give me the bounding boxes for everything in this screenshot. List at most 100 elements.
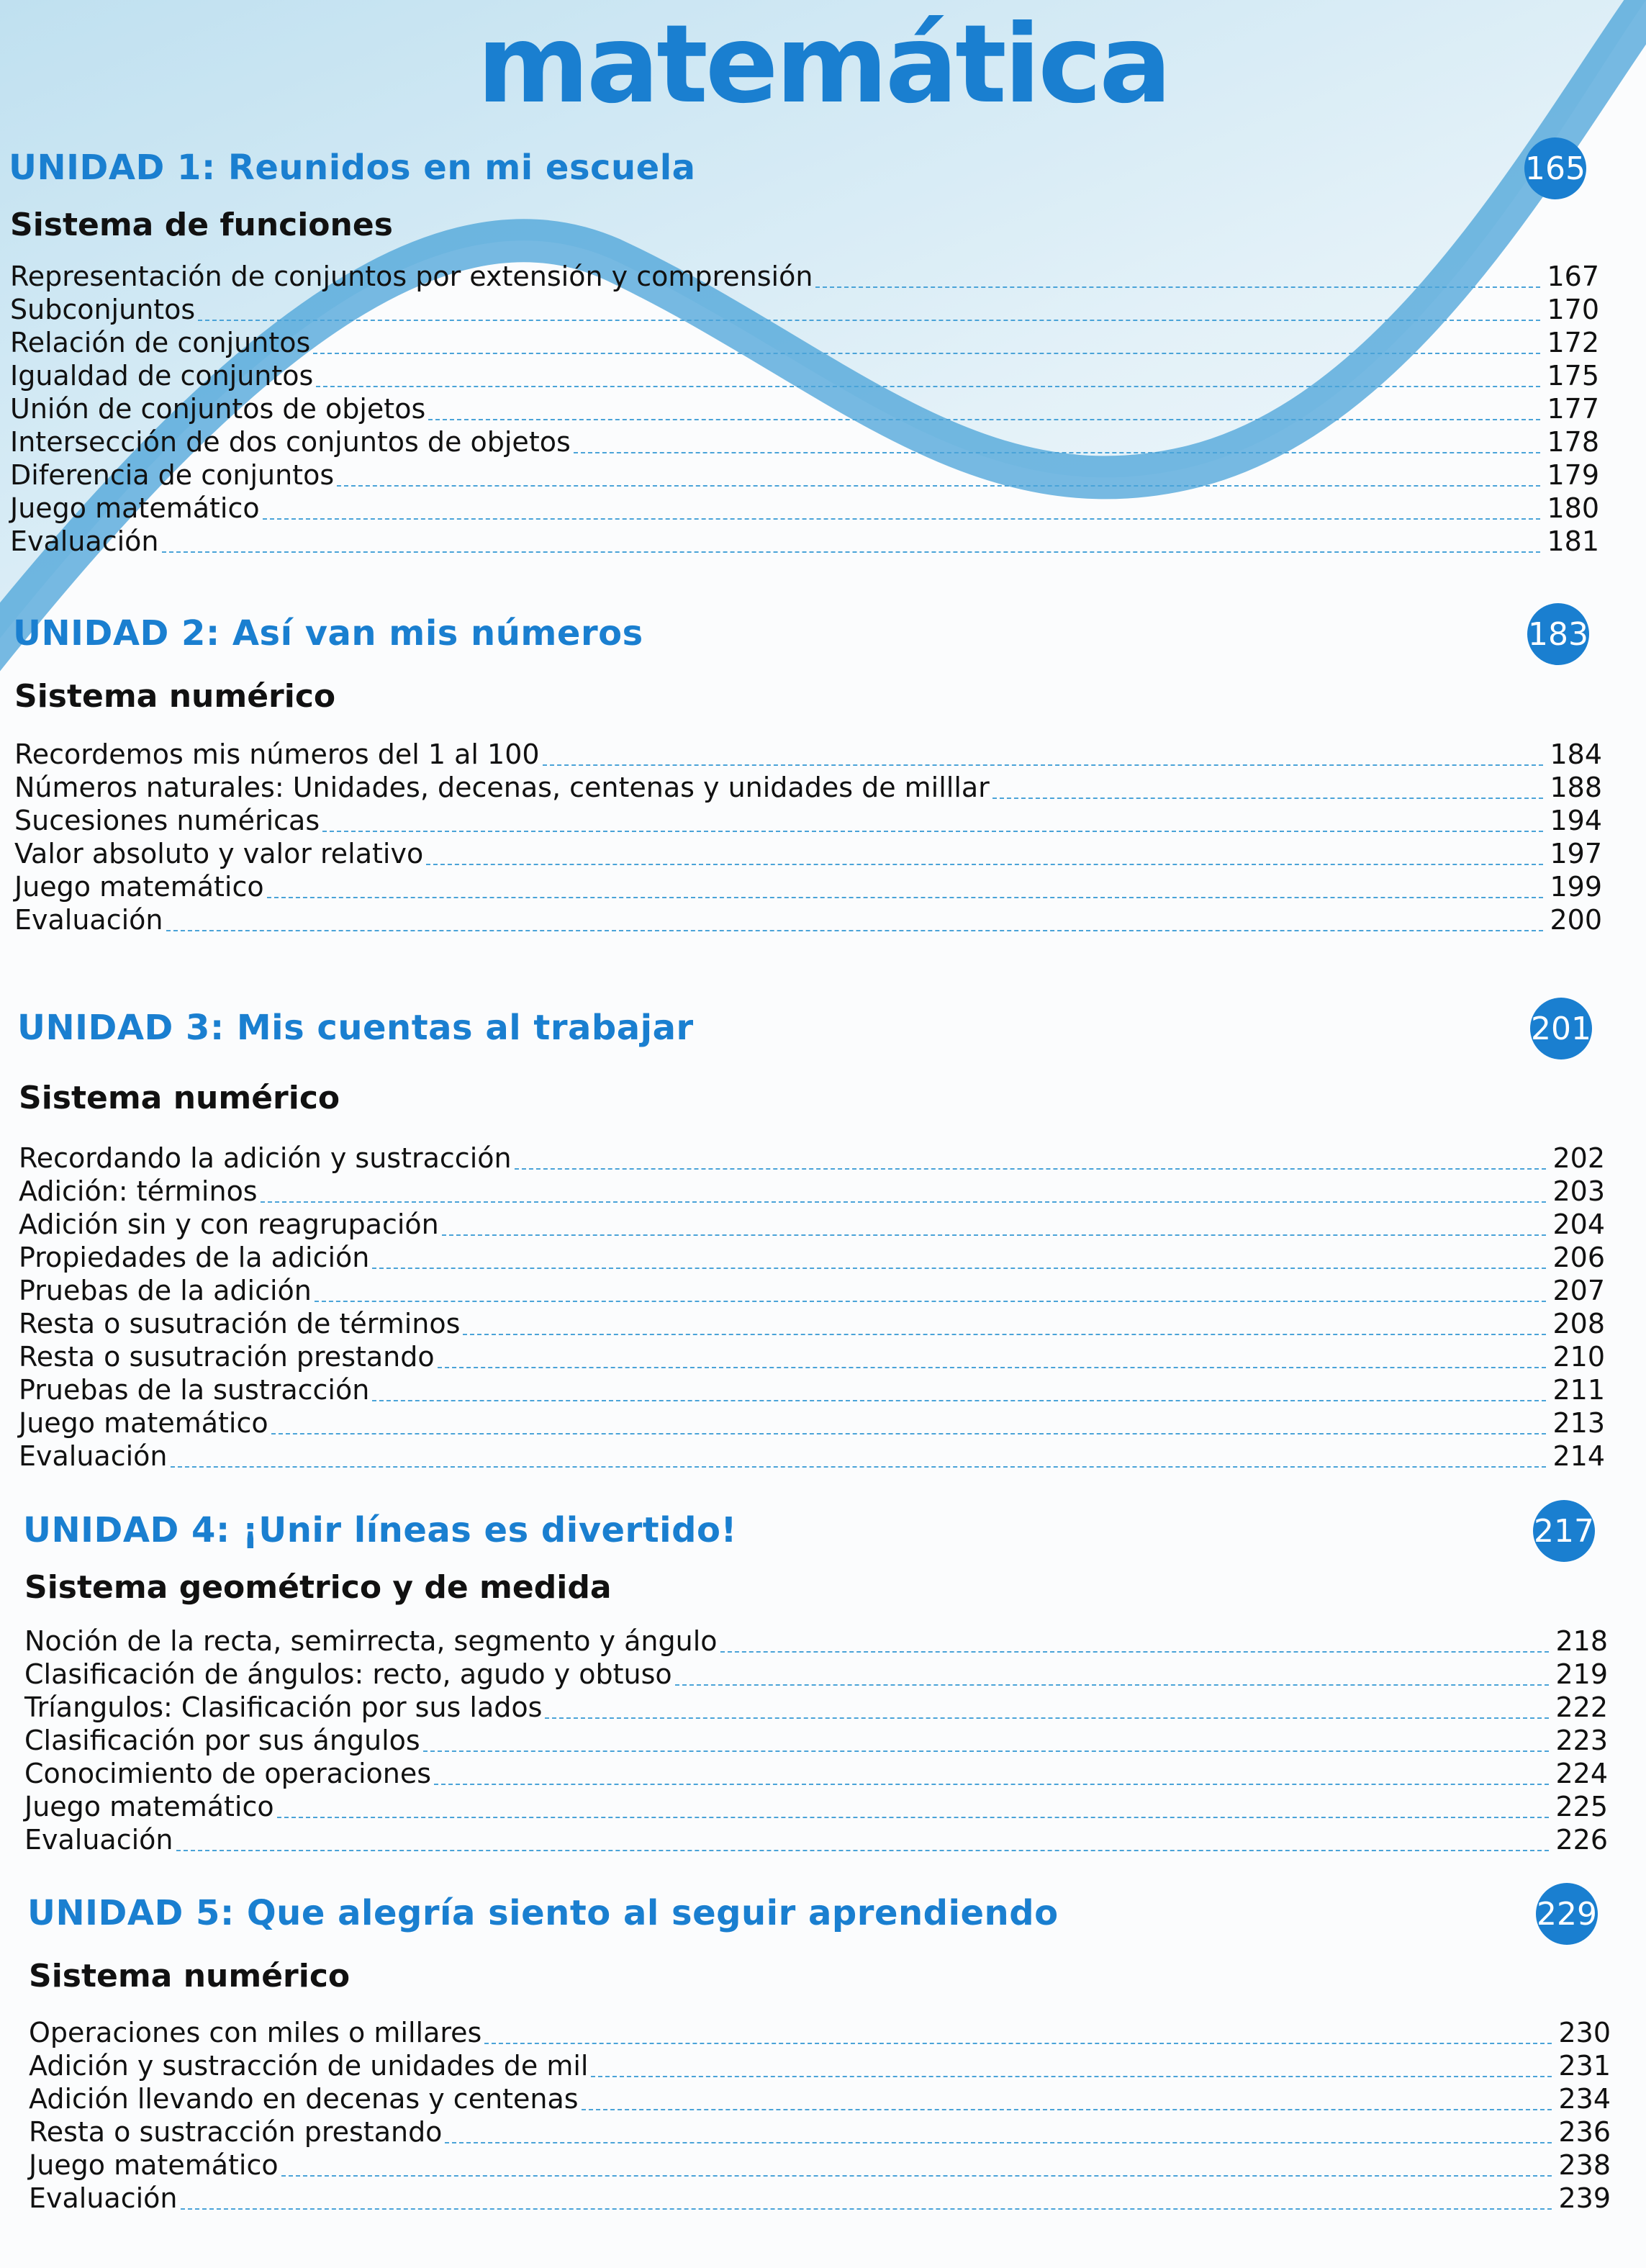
toc-entry-label: Evaluación: [29, 2182, 178, 2214]
dotted-leader: [992, 798, 1543, 799]
toc-entry[interactable]: Adición y sustracción de unidades de mil…: [29, 2048, 1611, 2082]
toc-entry-page: 178: [1547, 426, 1599, 458]
toc-entry-page: 210: [1552, 1341, 1605, 1373]
toc-entry-label: Resta o susutración prestando: [19, 1341, 435, 1373]
dotted-leader: [591, 2076, 1552, 2077]
toc-entry-label: Resta o susutración de términos: [19, 1308, 461, 1339]
toc-entry[interactable]: Adición: términos 203: [19, 1174, 1605, 1207]
toc-entry[interactable]: Juego matemático 225: [24, 1789, 1608, 1822]
dotted-leader: [437, 1367, 1546, 1368]
dotted-leader: [337, 485, 1540, 487]
toc-entry-page: 236: [1558, 2116, 1611, 2148]
toc-entry[interactable]: Adición llevando en decenas y centenas 23…: [29, 2082, 1611, 2115]
toc-entry-label: Propiedades de la adición: [19, 1242, 370, 1273]
dotted-leader: [372, 1400, 1546, 1401]
toc-entry[interactable]: Representación de conjuntos por extensió…: [10, 259, 1599, 292]
page-number-badge: 229: [1536, 1883, 1598, 1945]
toc-entry[interactable]: Intersección de dos conjuntos de objetos…: [10, 425, 1599, 458]
toc-entry[interactable]: Tríangulos: Clasificación por sus lados 2…: [24, 1690, 1608, 1723]
dotted-leader: [434, 1784, 1549, 1785]
toc-entry-page: 179: [1547, 459, 1599, 491]
dotted-leader: [542, 764, 1543, 766]
dotted-leader: [322, 831, 1543, 832]
toc-entry-page: 181: [1547, 525, 1599, 557]
dotted-leader: [441, 1234, 1546, 1236]
toc-entry-label: Clasificación de ángulos: recto, agudo y…: [24, 1658, 672, 1690]
toc-entry-label: Valor absoluto y valor relativo: [14, 838, 424, 869]
toc-entry[interactable]: Resta o susutración de términos 208: [19, 1306, 1605, 1339]
toc-entry-label: Resta o sustracción prestando: [29, 2116, 443, 2148]
dotted-leader: [198, 320, 1540, 321]
toc-entry[interactable]: Juego matemático 238: [29, 2148, 1611, 2181]
toc-entry[interactable]: Conocimiento de operaciones 224: [24, 1756, 1608, 1789]
unit-heading: UNIDAD 1: Reunidos en mi escuela: [9, 148, 696, 188]
unit-subtitle: Sistema de funciones: [10, 207, 393, 243]
toc-entry[interactable]: Unión de conjuntos de objetos 177: [10, 392, 1599, 425]
toc-entry[interactable]: Adición sin y con reagrupación 204: [19, 1207, 1605, 1240]
toc-entry[interactable]: Relación de conjuntos 172: [10, 325, 1599, 358]
toc-entry[interactable]: Sucesiones numéricas 194: [14, 803, 1602, 836]
dotted-leader: [484, 2043, 1552, 2044]
unit-subtitle: Sistema numérico: [14, 678, 336, 715]
toc-entry-label: Juego matemático: [19, 1407, 268, 1439]
toc-entry-label: Subconjuntos: [10, 294, 196, 325]
dotted-leader: [262, 518, 1540, 520]
unit-subtitle: Sistema numérico: [29, 1958, 351, 1994]
toc-entry[interactable]: Propiedades de la adición 206: [19, 1240, 1605, 1273]
toc-entry-page: 230: [1558, 2017, 1611, 2048]
unit-heading: UNIDAD 3: Mis cuentas al trabajar: [17, 1008, 694, 1048]
toc-entry[interactable]: Evaluación 226: [24, 1822, 1608, 1856]
dotted-leader: [316, 386, 1540, 387]
toc-entry[interactable]: Juego matemático 213: [19, 1406, 1605, 1439]
toc-entry[interactable]: Diferencia de conjuntos 179: [10, 458, 1599, 491]
toc-entry-page: 203: [1552, 1175, 1605, 1207]
toc-entry-label: Evaluación: [24, 1824, 173, 1856]
toc-entry[interactable]: Recordando la adición y sustracción 202: [19, 1141, 1605, 1174]
toc-entry[interactable]: Evaluación 181: [10, 524, 1599, 557]
toc-entry[interactable]: Operaciones con miles o millares 230: [29, 2015, 1611, 2048]
toc-entry[interactable]: Valor absoluto y valor relativo 197: [14, 836, 1602, 869]
toc-entry[interactable]: Clasificación de ángulos: recto, agudo y…: [24, 1657, 1608, 1690]
dotted-leader: [573, 452, 1540, 453]
toc-entry-label: Clasificación por sus ángulos: [24, 1725, 420, 1756]
toc-entry[interactable]: Juego matemático 180: [10, 491, 1599, 524]
page-number-badge: 183: [1527, 603, 1589, 665]
unit-heading: UNIDAD 2: Así van mis números: [13, 613, 643, 654]
toc-entry-page: 194: [1550, 805, 1602, 836]
toc-entry[interactable]: Igualdad de conjuntos 175: [10, 358, 1599, 392]
toc-entry[interactable]: Subconjuntos 170: [10, 292, 1599, 325]
toc-entry-label: Noción de la recta, semirrecta, segmento…: [24, 1625, 718, 1657]
toc-entry-label: Pruebas de la adición: [19, 1275, 312, 1306]
toc-entry[interactable]: Juego matemático 199: [14, 869, 1602, 903]
unit-heading: UNIDAD 4: ¡Unir líneas es divertido!: [23, 1510, 737, 1550]
toc-entry[interactable]: Clasificación por sus ángulos 223: [24, 1723, 1608, 1756]
toc-entry-label: Representación de conjuntos por extensió…: [10, 261, 813, 292]
toc-entry-page: 202: [1552, 1142, 1605, 1174]
dotted-leader: [514, 1168, 1546, 1170]
dotted-leader: [266, 897, 1543, 898]
toc-entry[interactable]: Resta o sustracción prestando 236: [29, 2115, 1611, 2148]
toc-entry[interactable]: Pruebas de la adición 207: [19, 1273, 1605, 1306]
toc-entry[interactable]: Números naturales: Unidades, decenas, ce…: [14, 770, 1602, 803]
toc-entry-label: Juego matemático: [14, 871, 264, 903]
dotted-leader: [170, 1466, 1546, 1468]
toc-entry[interactable]: Evaluación 239: [29, 2181, 1611, 2214]
toc-entry[interactable]: Noción de la recta, semirrecta, segmento…: [24, 1624, 1608, 1657]
toc-entry-label: Sucesiones numéricas: [14, 805, 320, 836]
toc-entry[interactable]: Resta o susutración prestando 210: [19, 1339, 1605, 1373]
toc-entry[interactable]: Pruebas de la sustracción 211: [19, 1373, 1605, 1406]
toc-entry[interactable]: Evaluación 214: [19, 1439, 1605, 1472]
toc-entry-page: 224: [1555, 1758, 1608, 1789]
toc-entry-label: Evaluación: [14, 904, 163, 936]
toc-entry-label: Recordemos mis números del 1 al 100: [14, 738, 540, 770]
toc-entry-label: Juego matemático: [10, 492, 260, 524]
toc-entry[interactable]: Evaluación 200: [14, 903, 1602, 936]
toc-entry-page: 214: [1552, 1440, 1605, 1472]
toc-entry-page: 204: [1552, 1208, 1605, 1240]
toc-entry-page: 239: [1558, 2182, 1611, 2214]
toc-entry-label: Operaciones con miles o millares: [29, 2017, 482, 2048]
dotted-leader: [281, 2175, 1552, 2177]
toc-entry[interactable]: Recordemos mis números del 1 al 100 184: [14, 737, 1602, 770]
toc-entry-page: 188: [1550, 772, 1602, 803]
wave-band: [0, 0, 1646, 672]
